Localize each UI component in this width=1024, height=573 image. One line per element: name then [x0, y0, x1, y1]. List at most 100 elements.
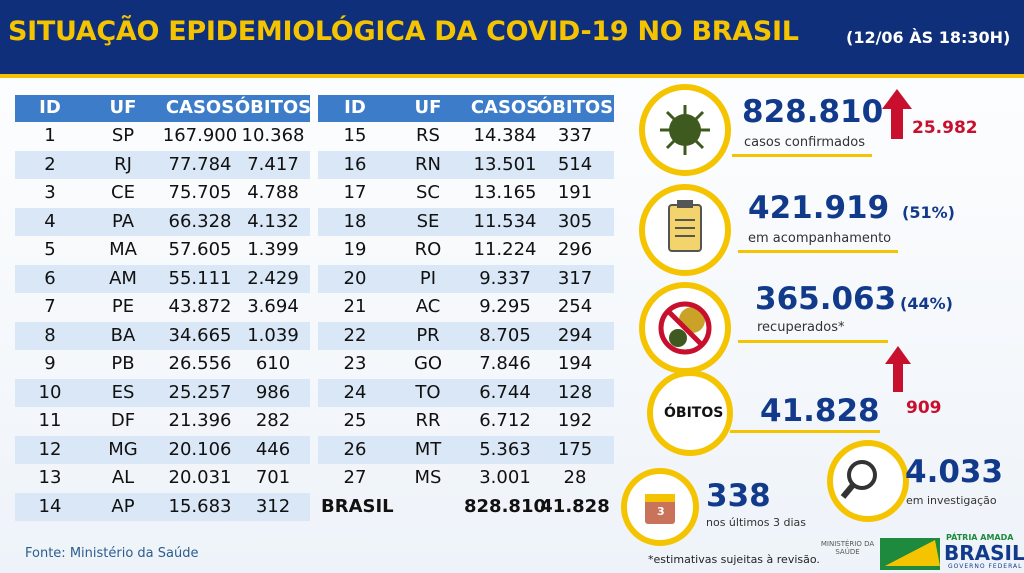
cell: 34.665 — [168, 324, 232, 346]
cell: PB — [111, 353, 135, 374]
cell: 18 — [343, 210, 367, 232]
cell: 254 — [557, 296, 593, 317]
ministry: MINISTÉRIO DA SAÚDE — [820, 540, 875, 556]
table-row: 10 ES 25.257 986 — [15, 378, 310, 407]
cell: MG — [108, 438, 138, 460]
cell: 11.224 — [473, 239, 537, 260]
table-row: 8 BA 34.665 1.039 — [15, 321, 310, 350]
recent-value: 338 — [706, 478, 771, 514]
cell: 194 — [557, 353, 593, 374]
table-row: 11 DF 21.396 282 — [15, 407, 310, 436]
cell: 128 — [557, 381, 593, 403]
table-row: 14 AP 15.683 312 — [15, 492, 310, 521]
deaths-label: ÓBITOS — [664, 405, 724, 421]
table-row: 5 MA 57.605 1.399 — [15, 236, 310, 265]
column-header: ID — [39, 97, 61, 118]
cell: 26.556 — [168, 353, 232, 374]
column-header: CASOS — [470, 97, 540, 118]
cell: PE — [111, 296, 135, 317]
cell: BRASIL — [321, 495, 394, 517]
cell: 27 — [343, 467, 367, 488]
monitoring-share: (51%) — [902, 203, 955, 222]
table-row: 4 PA 66.328 4.132 — [15, 207, 310, 236]
cell: 6 — [44, 267, 56, 289]
cell: 14.384 — [473, 125, 537, 146]
cell: 192 — [557, 410, 593, 431]
cell: 7.417 — [247, 153, 299, 175]
cell: 13.165 — [473, 182, 537, 203]
cell: ES — [111, 381, 135, 403]
confirmed-change: 25.982 — [912, 118, 978, 138]
table-row: 13 AL 20.031 701 — [15, 464, 310, 493]
cell: 282 — [255, 410, 291, 431]
cell: 15 — [343, 125, 367, 146]
cell: RN — [415, 153, 441, 175]
cell: 75.705 — [168, 182, 232, 203]
cell: 9.295 — [479, 296, 531, 317]
cell: PR — [416, 324, 440, 346]
cell: 17 — [343, 182, 367, 203]
recovered-label: recuperados* — [757, 320, 845, 335]
cell: 28 — [563, 467, 587, 488]
cell: 1.039 — [247, 324, 299, 346]
cell: PA — [111, 210, 135, 232]
table-row: 25 RR 6.712 192 — [318, 407, 614, 436]
investigation-label: em investigação — [906, 494, 997, 507]
cell: MS — [414, 467, 442, 488]
cell: 2.429 — [247, 267, 299, 289]
cell: AL — [111, 467, 135, 488]
cell: 296 — [557, 239, 593, 260]
cell: 77.784 — [168, 153, 232, 175]
column-header: UF — [109, 97, 137, 118]
cell: 191 — [557, 182, 593, 203]
cell: 828.810 — [464, 495, 546, 517]
monitoring-value: 421.919 — [748, 190, 890, 226]
deaths-change: 909 — [906, 398, 942, 418]
cell: 14 — [38, 495, 62, 517]
cell: 20.106 — [168, 438, 232, 460]
table-row: 6 AM 55.111 2.429 — [15, 264, 310, 293]
cell: 19 — [343, 239, 367, 260]
cell: 5 — [44, 239, 56, 260]
total-row: BRASIL 828.810 41.828 — [318, 493, 614, 522]
table-row: 17 SC 13.165 191 — [318, 179, 614, 208]
header-band — [0, 0, 1024, 78]
cell: 446 — [255, 438, 291, 460]
cell: RJ — [114, 153, 132, 175]
cell: 20.031 — [168, 467, 232, 488]
column-header: ID — [344, 97, 366, 118]
cell: 20 — [343, 267, 367, 289]
table-row: 24 TO 6.744 128 — [318, 378, 614, 407]
column-header: ÓBITOS — [234, 97, 312, 118]
cell: 4 — [44, 210, 56, 232]
cell: 8.705 — [479, 324, 531, 346]
cell: 10.368 — [241, 125, 305, 146]
cell: 22 — [343, 324, 367, 346]
recovered-share: (44%) — [900, 294, 953, 313]
cell: 57.605 — [168, 239, 232, 260]
cell: 10 — [38, 381, 62, 403]
cell: 3 — [44, 182, 56, 203]
table-row: 9 PB 26.556 610 — [15, 350, 310, 379]
table-row: 19 RO 11.224 296 — [318, 236, 614, 265]
cell: DF — [110, 410, 136, 431]
cell: TO — [415, 381, 441, 403]
cell: 24 — [343, 381, 367, 403]
cell: AM — [109, 267, 137, 289]
cell: 13.501 — [473, 153, 537, 175]
cell: RO — [414, 239, 442, 260]
cell: 66.328 — [168, 210, 232, 232]
cell: 167.900 — [162, 125, 238, 146]
cell: 312 — [255, 495, 291, 517]
cell: 11 — [38, 410, 62, 431]
deaths-value: 41.828 — [760, 393, 880, 429]
confirmed-value: 828.810 — [742, 94, 884, 130]
cell: SC — [416, 182, 440, 203]
recovered-value: 365.063 — [755, 281, 897, 317]
cell: 5.363 — [479, 438, 531, 460]
cell: 8 — [44, 324, 56, 346]
cell: PI — [419, 267, 437, 289]
cell: 294 — [557, 324, 593, 346]
cell: 11.534 — [473, 210, 537, 232]
